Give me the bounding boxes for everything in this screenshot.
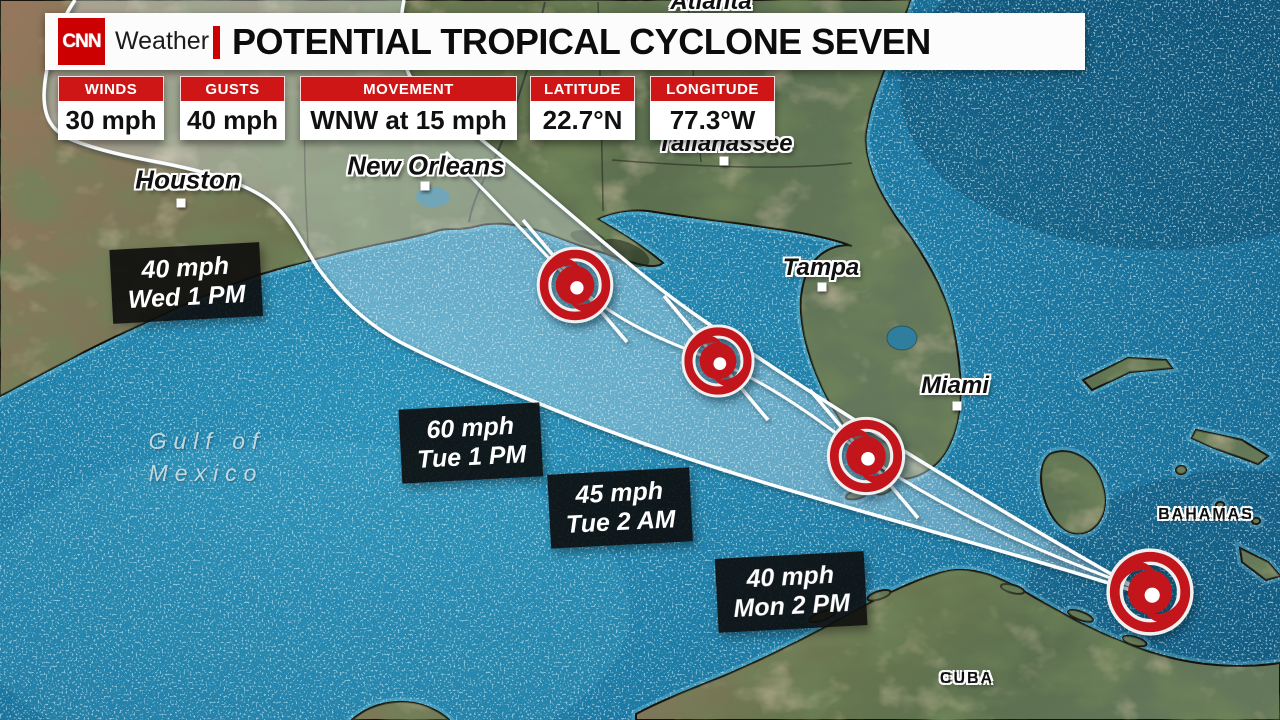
- stat-box-longitude: LONGITUDE 77.3°W: [650, 76, 775, 140]
- stat-value: 40 mph: [180, 101, 285, 140]
- cnn-logo: CNN: [58, 18, 105, 65]
- forecast-label-mon-2pm: 40 mph Mon 2 PM: [714, 551, 868, 633]
- forecast-time: Mon 2 PM: [732, 588, 851, 624]
- city-marker-new-orleans: [420, 181, 430, 191]
- stat-box-latitude: LATITUDE 22.7°N: [530, 76, 635, 140]
- forecast-label-tue-2am: 45 mph Tue 2 AM: [547, 467, 693, 549]
- gulf-of-mexico-label: Gulf of Mexico: [149, 425, 266, 489]
- stat-box-winds: WINDS 30 mph: [58, 76, 164, 140]
- stat-value: 22.7°N: [530, 101, 635, 140]
- city-marker-houston: [176, 198, 186, 208]
- forecast-time: Tue 2 AM: [565, 505, 677, 539]
- stat-label: WINDS: [58, 76, 164, 101]
- title-divider: [213, 26, 220, 59]
- stat-box-gusts: GUSTS 40 mph: [180, 76, 285, 140]
- forecast-label-wed-1pm: 40 mph Wed 1 PM: [109, 242, 263, 324]
- city-marker-tampa: [817, 282, 827, 292]
- city-label-new-orleans: New Orleans: [347, 150, 505, 181]
- cone-edge-north: [398, 0, 1153, 599]
- stat-label: MOVEMENT: [300, 76, 517, 101]
- region-label-bahamas: BAHAMAS: [1158, 506, 1254, 523]
- forecast-time: Wed 1 PM: [127, 279, 247, 315]
- title-bar: CNN Weather POTENTIAL TROPICAL CYCLONE S…: [45, 13, 1085, 70]
- map-details: [303, 1, 918, 444]
- city-marker-tallahassee: [719, 156, 729, 166]
- city-label-houston: Houston: [135, 164, 241, 195]
- stat-label: LONGITUDE: [650, 76, 775, 101]
- city-label-atlanta: Atlanta: [670, 0, 752, 15]
- city-marker-miami: [952, 401, 962, 411]
- stat-label: GUSTS: [180, 76, 285, 101]
- stat-value: 77.3°W: [650, 101, 775, 140]
- storm-title: POTENTIAL TROPICAL CYCLONE SEVEN: [232, 20, 931, 62]
- cnn-logo-text: CNN: [62, 30, 101, 52]
- gulf-label-line1: Gulf of: [148, 427, 266, 454]
- stat-value: 30 mph: [58, 101, 164, 140]
- track-center-line: [444, 150, 1149, 594]
- forecast-time: Tue 1 PM: [416, 440, 528, 474]
- city-label-miami: Miami: [920, 372, 990, 399]
- forecast-label-tue-1pm: 60 mph Tue 1 PM: [398, 402, 544, 484]
- product-name: Weather: [115, 27, 210, 55]
- gulf-label-line2: Mexico: [148, 460, 264, 486]
- stat-value: WNW at 15 mph: [300, 101, 517, 140]
- city-label-tampa: Tampa: [782, 254, 860, 281]
- region-label-cuba: CUBA: [939, 670, 995, 687]
- stat-label: LATITUDE: [530, 76, 635, 101]
- stat-box-movement: MOVEMENT WNW at 15 mph: [300, 76, 517, 140]
- cone-edge-south: [42, 0, 1153, 599]
